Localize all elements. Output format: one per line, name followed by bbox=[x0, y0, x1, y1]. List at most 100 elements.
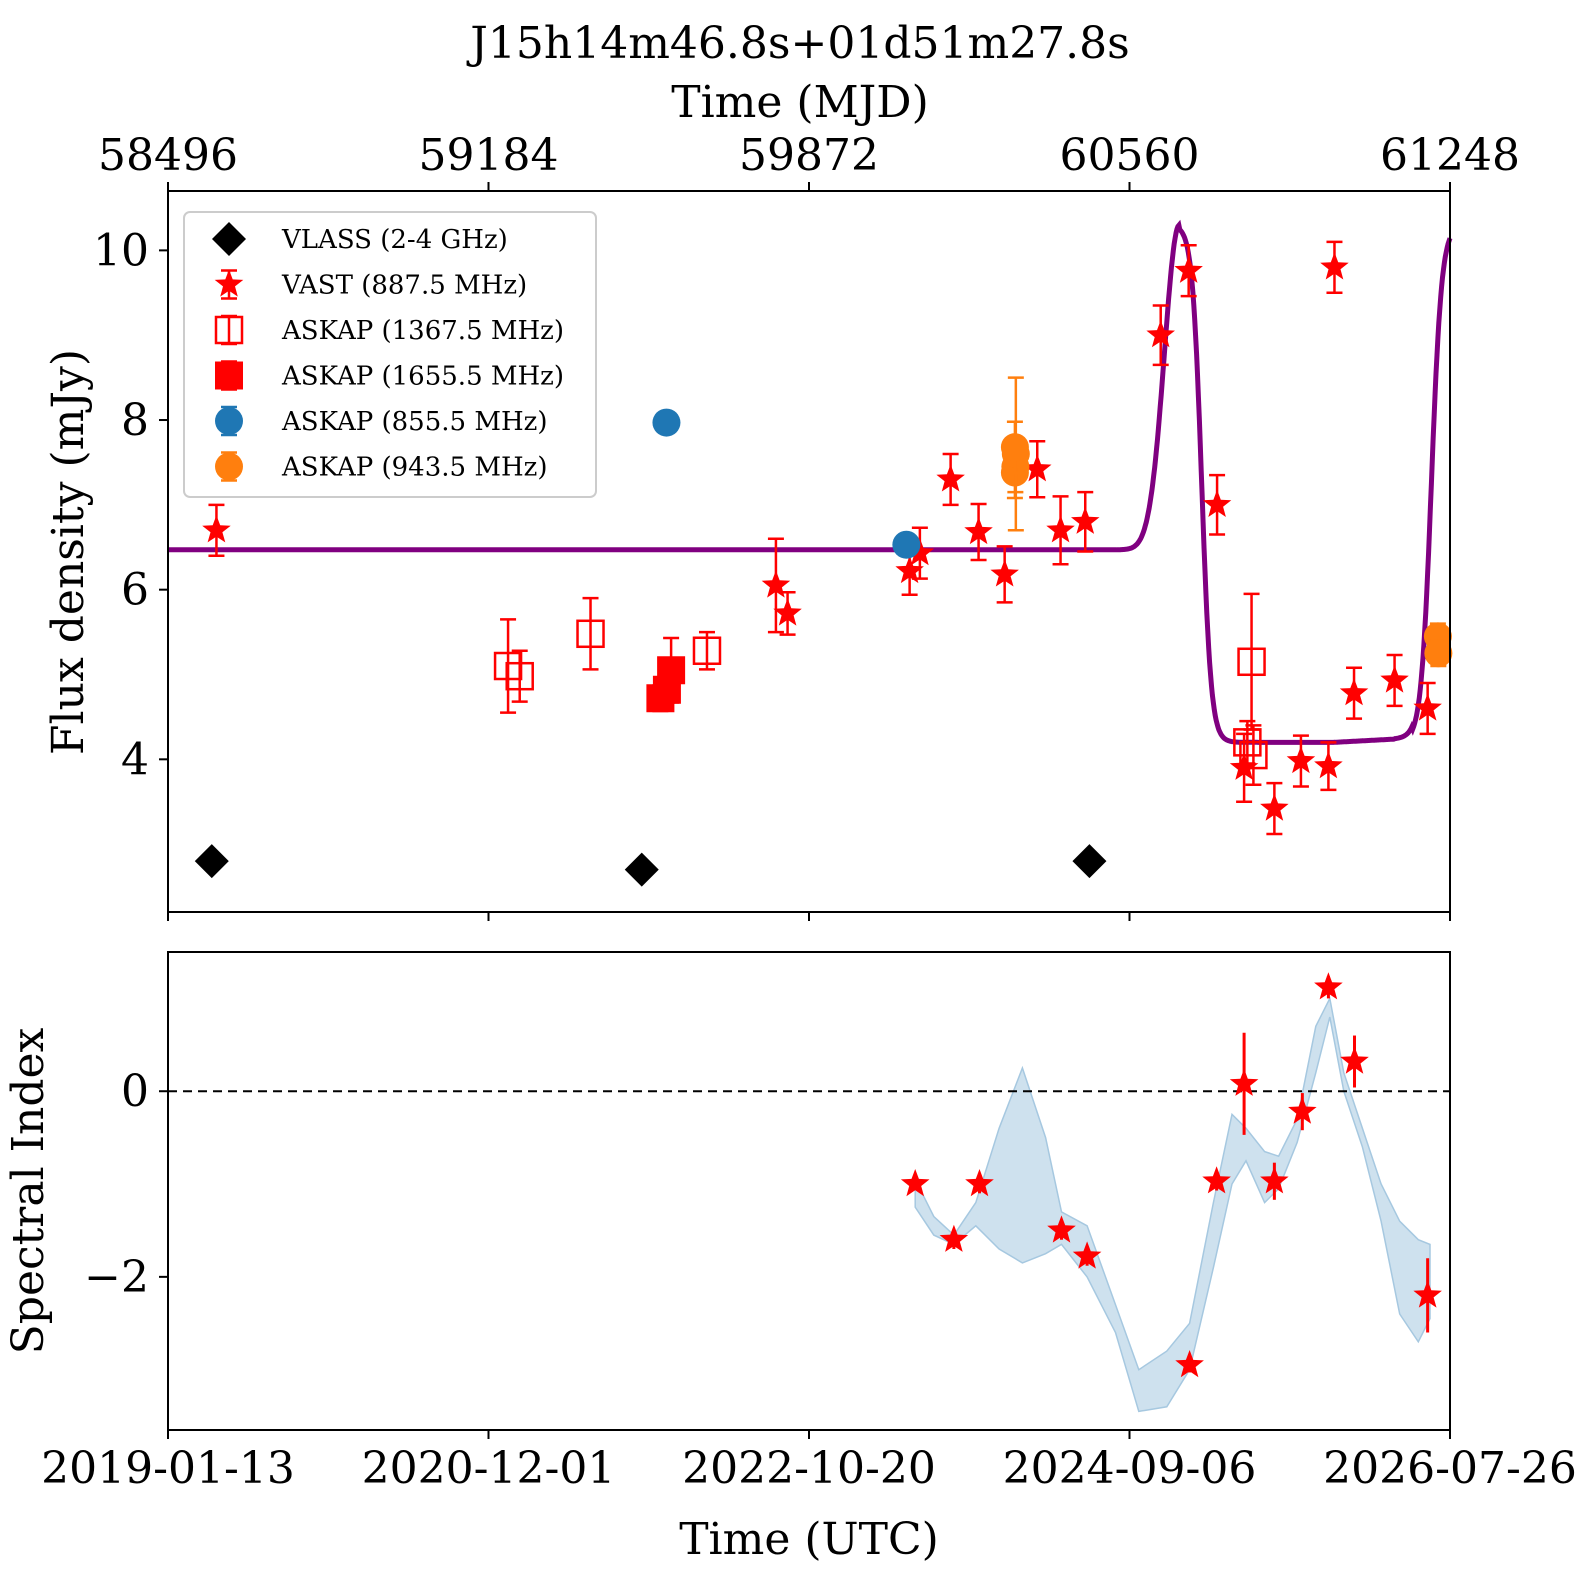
vast-887-5-mhz-point bbox=[202, 503, 231, 557]
spectral-index-marker bbox=[1288, 1096, 1317, 1124]
spectral-index-marker bbox=[965, 1169, 994, 1197]
bottom-x-axis-label: Time (UTC) bbox=[679, 1514, 939, 1565]
legend-entry: VLASS (2-4 GHz) bbox=[212, 222, 508, 256]
top-y-tick-label: 4 bbox=[121, 734, 149, 785]
askap-1367-5-mhz-point bbox=[1239, 724, 1268, 787]
askap-1367-5-mhz-point bbox=[1237, 592, 1266, 731]
vast-887-5-mhz-marker bbox=[1320, 252, 1349, 280]
vlass-2-4-ghz-point bbox=[624, 852, 659, 887]
bottom-x-tick-label: 2026-07-26 bbox=[1323, 1443, 1577, 1494]
vast-887-5-mhz-point bbox=[1071, 490, 1100, 553]
spectral-index-panel: 2019-01-13 2020-12-01 2022-10-20 2024-09-06… bbox=[3, 951, 1577, 1565]
vast-887-5-mhz-marker bbox=[1174, 255, 1203, 283]
vast-887-5-mhz-marker bbox=[1339, 678, 1369, 706]
bottom-panel-frame bbox=[167, 951, 1451, 1431]
spectral-index-point bbox=[1340, 1035, 1369, 1088]
vast-887-5-mhz-marker bbox=[1413, 693, 1442, 721]
spectral-index-marker bbox=[939, 1224, 969, 1252]
top-axis-label: Time (MJD) bbox=[671, 77, 928, 128]
vast-887-5-mhz-point bbox=[1314, 741, 1343, 792]
legend-entry: ASKAP (855.5 MHz) bbox=[215, 405, 547, 437]
vast-887-5-mhz-marker bbox=[936, 464, 965, 492]
vast-887-5-mhz-marker bbox=[1314, 751, 1343, 779]
spectral-index-point bbox=[1260, 1162, 1289, 1200]
askap-1367-5-mhz-error-bar bbox=[582, 596, 599, 671]
spectral-index-marker bbox=[1175, 1350, 1204, 1378]
vast-887-5-mhz-marker bbox=[1202, 489, 1232, 517]
askap-1367-5-mhz-point bbox=[493, 618, 523, 714]
legend-marker bbox=[215, 407, 243, 435]
vlass-2-4-ghz-marker bbox=[1072, 844, 1107, 879]
vlass-2-4-ghz-marker bbox=[194, 844, 229, 879]
vast-887-5-mhz-marker bbox=[905, 538, 935, 566]
spectral-index-marker bbox=[1072, 1241, 1102, 1269]
vlass-2-4-ghz-point bbox=[194, 844, 229, 879]
spectral-index-marker bbox=[1340, 1046, 1369, 1074]
spectral-index-point bbox=[1072, 1241, 1102, 1269]
spectral-index-marker bbox=[900, 1169, 930, 1197]
askap-855-5-mhz-marker bbox=[652, 408, 681, 437]
top-y-axis-label: Flux density (mJy) bbox=[43, 349, 94, 755]
askap-1367-5-mhz-marker bbox=[1239, 740, 1268, 770]
askap-1367-5-mhz-error-bar bbox=[511, 649, 528, 703]
askap-943-5-mhz-point bbox=[1000, 420, 1029, 474]
vast-887-5-mhz-point bbox=[1023, 439, 1052, 499]
vast-887-5-mhz-point bbox=[964, 502, 993, 562]
vast-887-5-mhz-point bbox=[1046, 495, 1075, 566]
spectral-index-point bbox=[1288, 1093, 1317, 1131]
spectral-index-points bbox=[900, 972, 1442, 1378]
vlass-2-4-ghz-marker bbox=[624, 852, 659, 887]
askap-1367-5-mhz-point bbox=[505, 649, 534, 703]
vast-887-5-mhz-point bbox=[1339, 666, 1369, 720]
legend: VLASS (2-4 GHz) VAST (887.5 MHz) ASKAP (13… bbox=[183, 211, 597, 498]
vast-887-5-mhz-point bbox=[773, 590, 802, 636]
askap-1367-5-mhz-marker bbox=[576, 619, 605, 649]
askap-1367-5-mhz-point bbox=[692, 630, 722, 671]
spectral-index-point bbox=[965, 1169, 994, 1197]
vast-887-5-mhz-point bbox=[1413, 681, 1442, 736]
askap-943-5-mhz-point bbox=[1424, 639, 1453, 668]
askap-1367-5-mhz-error-bar bbox=[1245, 724, 1262, 787]
spectral-index-point bbox=[1314, 972, 1343, 1000]
vast-887-5-mhz-point bbox=[1174, 244, 1203, 298]
askap-1367-5-mhz-point bbox=[576, 596, 605, 671]
vast-887-5-mhz-marker bbox=[773, 598, 802, 626]
spectral-index-point bbox=[1413, 1258, 1442, 1333]
legend-entry: ASKAP (1655.5 MHz) bbox=[215, 360, 564, 392]
spectral-index-marker bbox=[1047, 1215, 1076, 1243]
top-mjd-tick-label: 59872 bbox=[739, 130, 879, 181]
askap-1655-5-mhz-point bbox=[657, 636, 686, 704]
spectral-index-marker bbox=[1413, 1280, 1442, 1308]
top-y-tick-label: 10 bbox=[93, 225, 149, 276]
vast-887-5-mhz-point bbox=[1320, 240, 1349, 295]
vast-887-5-mhz-point bbox=[905, 526, 935, 580]
vast-887-5-mhz-marker bbox=[1071, 506, 1100, 534]
legend-label: ASKAP (943.5 MHz) bbox=[281, 453, 547, 483]
spectral-index-point bbox=[1175, 1350, 1204, 1378]
askap-1367-5-mhz-error-bar bbox=[1243, 592, 1260, 731]
top-panel-ticks: 58496 59184 59872 60560 61248 4 6 8 10 bbox=[93, 130, 1520, 921]
vast-887-5-mhz-point bbox=[990, 545, 1019, 604]
vlass-2-4-ghz-point bbox=[1072, 844, 1107, 879]
vast-887-5-mhz-marker bbox=[761, 570, 791, 598]
spectral-index-point bbox=[1202, 1166, 1231, 1194]
vast-887-5-mhz-marker bbox=[1046, 515, 1075, 543]
legend-marker bbox=[215, 361, 243, 390]
top-mjd-tick-label: 58496 bbox=[98, 130, 238, 181]
vast-887-5-mhz-marker bbox=[1023, 454, 1052, 482]
chart-title: J15h14m46.8s+01d51m27.8s bbox=[466, 18, 1130, 69]
spectral-index-marker bbox=[1202, 1166, 1231, 1194]
askap-1367-5-mhz-marker bbox=[493, 651, 523, 681]
top-panel-frame bbox=[167, 190, 1451, 913]
bottom-y-tick-label: −2 bbox=[84, 1252, 149, 1303]
askap-1367-5-mhz-marker bbox=[1237, 647, 1266, 677]
spectral-index-point bbox=[939, 1224, 969, 1252]
vast-887-5-mhz-point bbox=[936, 452, 965, 507]
vast-887-5-mhz-marker bbox=[895, 556, 924, 584]
legend-marker bbox=[214, 269, 244, 297]
vast-887-5-mhz-point bbox=[1202, 473, 1232, 536]
legend-label: VAST (887.5 MHz) bbox=[281, 271, 527, 301]
bottom-x-tick-label: 2024-09-06 bbox=[1003, 1443, 1257, 1494]
model-curve bbox=[168, 219, 1453, 745]
vast-887-5-mhz-point bbox=[761, 537, 791, 634]
